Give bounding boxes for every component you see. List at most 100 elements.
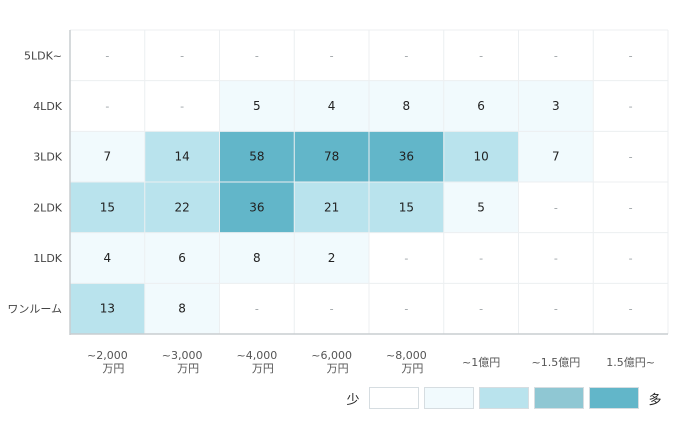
y-tick-label: ワンルーム <box>7 303 62 316</box>
cell-value-label: 78 <box>324 150 339 164</box>
heatmap-cell <box>443 283 519 335</box>
legend-swatch <box>589 387 639 409</box>
cell-value-label: - <box>255 303 259 316</box>
y-tick-label: 4LDK <box>33 100 63 113</box>
heatmap-cell <box>144 30 220 81</box>
cell-value-label: - <box>554 252 558 265</box>
cell-value-label: 10 <box>473 150 488 164</box>
x-tick-label: ~3,000 <box>162 349 203 362</box>
y-tick-label: 5LDK~ <box>24 49 62 62</box>
heatmap-cell <box>144 80 220 132</box>
cell-value-label: - <box>404 303 408 316</box>
heatmap-cell <box>70 283 145 335</box>
cell-value-label: - <box>479 49 483 62</box>
heatmap-cell <box>294 80 369 132</box>
color-scale-legend: 少 多 <box>343 386 665 410</box>
legend-swatch <box>369 387 419 409</box>
heatmap-cell <box>144 182 220 233</box>
x-tick-label: ~8,000 <box>386 349 427 362</box>
cell-value-label: 15 <box>399 200 414 214</box>
cell-value-label: 8 <box>178 302 186 316</box>
legend-low-label: 少 <box>346 392 360 408</box>
cell-value-label: 8 <box>253 251 261 265</box>
x-tick-label: 万円 <box>252 362 274 375</box>
cell-value-label: - <box>180 49 184 62</box>
heatmap-cell <box>144 131 220 183</box>
cell-value-label: - <box>629 151 633 164</box>
heatmap-cell <box>70 232 145 284</box>
heatmap-cell <box>369 30 444 81</box>
cell-value-label: 58 <box>249 150 264 164</box>
cell-value-label: 4 <box>104 251 112 265</box>
x-tick-label: ~4,000 <box>237 349 278 362</box>
heatmap-cell <box>294 182 369 233</box>
cell-value-label: - <box>330 49 334 62</box>
cell-value-label: - <box>629 100 633 113</box>
cell-value-label: - <box>404 252 408 265</box>
y-tick-label: 2LDK <box>33 201 63 214</box>
heatmap-cell <box>369 131 444 183</box>
heatmap-cell <box>144 283 220 335</box>
cell-value-label: - <box>180 100 184 113</box>
heatmap-cell <box>294 30 369 81</box>
heatmap-cell <box>593 182 668 233</box>
heatmap-cell <box>369 232 444 284</box>
legend-swatch <box>479 387 529 409</box>
heatmap-cell <box>369 283 444 335</box>
x-tick-label: 万円 <box>177 362 199 375</box>
heatmap-cell <box>369 182 444 233</box>
heatmap-cell <box>443 182 519 233</box>
heatmap-cell <box>518 80 594 132</box>
heatmap-cell <box>294 283 369 335</box>
heatmap-cell <box>443 30 519 81</box>
legend-swatch <box>424 387 474 409</box>
heatmap-cell <box>518 182 594 233</box>
cell-value-label: - <box>105 100 109 113</box>
legend-swatches <box>369 387 639 409</box>
cell-value-label: 4 <box>328 99 336 113</box>
y-tick-label: 3LDK <box>33 151 63 164</box>
heatmap-cell <box>294 131 369 183</box>
heatmap-cell <box>219 283 295 335</box>
heatmap-cell <box>219 232 295 284</box>
cell-value-label: - <box>330 303 334 316</box>
heatmap-cell <box>518 131 594 183</box>
cell-value-label: - <box>255 49 259 62</box>
x-tick-label: 万円 <box>327 362 349 375</box>
heatmap-cell <box>219 30 295 81</box>
cell-value-label: 3 <box>552 99 560 113</box>
heatmap-cell <box>593 30 668 81</box>
cell-value-label: 22 <box>174 200 189 214</box>
cell-value-label: 36 <box>399 150 414 164</box>
heatmap-cell <box>593 131 668 183</box>
x-tick-label: ~1億円 <box>462 356 500 369</box>
cell-value-label: 6 <box>178 251 186 265</box>
cell-value-label: - <box>479 303 483 316</box>
cell-value-label: 8 <box>403 99 411 113</box>
cell-value-label: - <box>554 303 558 316</box>
heatmap-cell <box>518 232 594 284</box>
heatmap-cell <box>70 131 145 183</box>
cell-value-label: - <box>554 201 558 214</box>
cell-value-label: - <box>629 49 633 62</box>
cell-value-label: - <box>629 252 633 265</box>
x-tick-label: 1.5億円~ <box>606 356 655 369</box>
heatmap-cell <box>70 182 145 233</box>
cell-value-label: 13 <box>100 302 115 316</box>
cell-value-label: 7 <box>104 150 112 164</box>
cell-value-label: - <box>105 49 109 62</box>
x-tick-label: ~1.5億円 <box>532 356 581 369</box>
y-tick-label: 1LDK <box>33 252 63 265</box>
heatmap-cell <box>518 30 594 81</box>
heatmap-cell <box>443 80 519 132</box>
cell-value-label: 36 <box>249 200 264 214</box>
cell-value-label: 5 <box>253 99 261 113</box>
cell-value-label: - <box>404 49 408 62</box>
cell-value-label: 2 <box>328 251 336 265</box>
cell-value-label: - <box>629 303 633 316</box>
heatmap-cell <box>219 182 295 233</box>
cell-value-label: 7 <box>552 150 560 164</box>
cell-value-label: - <box>479 252 483 265</box>
x-tick-label: 万円 <box>102 362 124 375</box>
